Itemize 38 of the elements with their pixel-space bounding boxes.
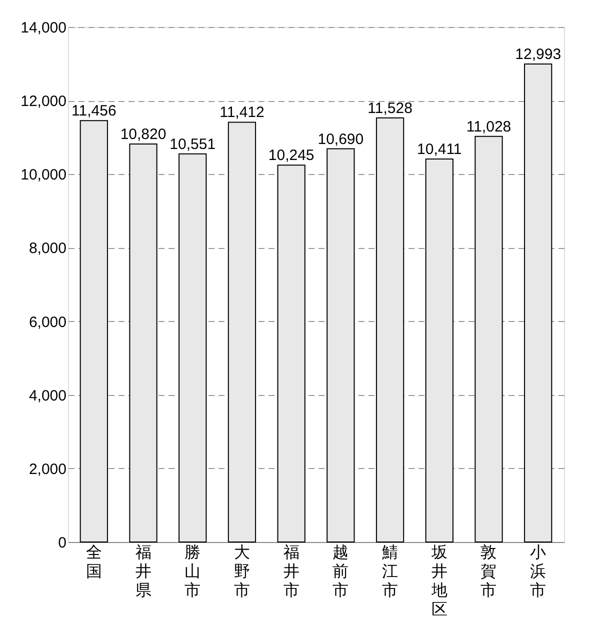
y-tick-label: 0 xyxy=(58,534,66,552)
data-label: 10,411 xyxy=(417,141,462,158)
data-label: 10,690 xyxy=(318,130,364,148)
y-tick-label: 10,000 xyxy=(20,166,66,184)
data-label: 10,820 xyxy=(120,126,166,143)
bar xyxy=(228,122,256,542)
bar xyxy=(376,117,404,542)
data-label: 11,528 xyxy=(368,100,412,117)
bar xyxy=(277,164,306,542)
x-tick-label: 福井県 xyxy=(135,542,152,600)
y-tick-label: 6,000 xyxy=(28,314,66,331)
x-tick-label: 大野市 xyxy=(234,542,250,600)
bar xyxy=(524,64,552,542)
bar xyxy=(425,158,454,542)
data-label: 11,412 xyxy=(220,104,264,122)
y-tick-label: 14,000 xyxy=(20,20,66,36)
bar xyxy=(326,148,355,542)
x-tick-label: 小浜市 xyxy=(530,542,546,600)
data-label: 10,245 xyxy=(268,147,314,164)
x-tick-label: 全国 xyxy=(86,542,102,580)
y-tick-label: 4,000 xyxy=(28,387,66,404)
x-tick-label: 鯖江市 xyxy=(382,542,398,600)
x-tick-label: 福井市 xyxy=(283,542,300,600)
bar xyxy=(80,120,108,542)
y-tick-label: 2,000 xyxy=(28,460,66,478)
data-label: 10,551 xyxy=(170,136,216,153)
data-label: 11,028 xyxy=(466,118,512,136)
y-tick-label: 8,000 xyxy=(28,240,66,258)
y-tick-label: 12,000 xyxy=(20,93,66,110)
bar xyxy=(129,143,158,542)
data-label: 12,993 xyxy=(515,46,562,64)
bar xyxy=(474,136,503,542)
data-label: 11,456 xyxy=(72,102,116,120)
bar xyxy=(178,153,207,542)
x-tick-label: 坂井地区 xyxy=(430,542,448,618)
x-tick-label: 越前市 xyxy=(332,542,349,600)
x-tick-label: 勝山市 xyxy=(184,542,201,600)
x-tick-label: 敦賀市 xyxy=(480,542,497,600)
